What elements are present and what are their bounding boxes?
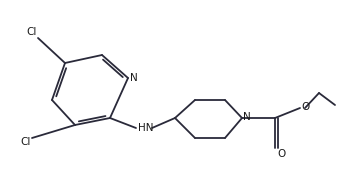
Text: Cl: Cl — [27, 27, 37, 37]
Text: N: N — [130, 73, 138, 83]
Text: N: N — [243, 112, 251, 122]
Text: O: O — [277, 149, 285, 159]
Text: HN: HN — [138, 123, 153, 133]
Text: Cl: Cl — [21, 137, 31, 147]
Text: O: O — [301, 102, 309, 112]
